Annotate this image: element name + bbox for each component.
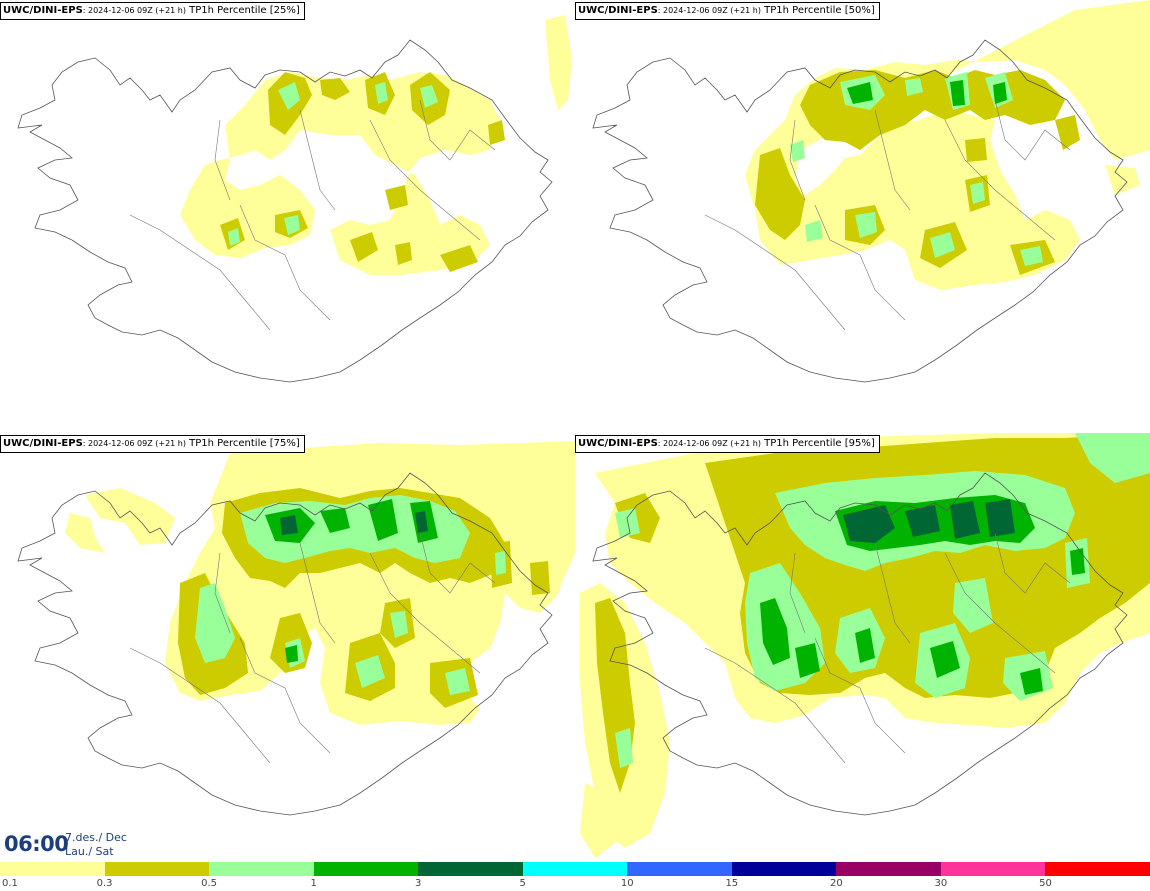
- field-name: TP1h Percentile [95%]: [760, 438, 875, 449]
- colorbar-tick-label: 0.1: [2, 878, 18, 889]
- colorbar-tick-label: 10: [620, 878, 634, 889]
- precip-yellow-area: [180, 15, 572, 275]
- colorbar-segment: [836, 862, 941, 876]
- colorbar-segment: [1045, 862, 1150, 876]
- valid-date: 7.des./ Dec: [65, 831, 127, 844]
- precip-darkgreen-area: [843, 499, 1015, 543]
- map-panel-p75: UWC/DINI-EPS: 2024-12-06 09Z (+21 h) TP1…: [0, 433, 575, 863]
- model-name: UWC/DINI-EPS: [3, 5, 83, 16]
- precip-map: [17, 15, 572, 383]
- valid-time: 06:00: [4, 832, 69, 856]
- colorbar-tick-label: 0.3: [96, 878, 113, 889]
- precip-map: [17, 441, 575, 816]
- panel-title: UWC/DINI-EPS: 2024-12-06 09Z (+21 h) TP1…: [0, 2, 305, 20]
- colorbar-segment: [940, 862, 1046, 876]
- field-name: TP1h Percentile [75%]: [185, 438, 300, 449]
- colorbar-legend: [0, 862, 1150, 876]
- model-name: UWC/DINI-EPS: [578, 5, 658, 16]
- colorbar-segment: [209, 862, 314, 876]
- map-panel-p50: UWC/DINI-EPS: 2024-12-06 09Z (+21 h) TP1…: [575, 0, 1150, 430]
- field-name: TP1h Percentile [25%]: [185, 5, 300, 16]
- valid-weekday: Lau./ Sat: [65, 845, 114, 858]
- colorbar-segment: [104, 862, 210, 876]
- colorbar-tick-label: 50: [1039, 878, 1052, 889]
- colorbar-labels: 0.1 0.3 0.5 1 3 5 10 15 20 30 50: [0, 876, 1150, 891]
- run-info: : 2024-12-06 09Z (+21 h): [82, 439, 186, 448]
- colorbar-tick-label: 30: [934, 878, 948, 889]
- precip-lightgreen-area: [228, 82, 438, 246]
- run-info: : 2024-12-06 09Z (+21 h): [82, 6, 186, 15]
- colorbar-tick-label: 20: [829, 878, 843, 889]
- model-name: UWC/DINI-EPS: [578, 438, 658, 449]
- run-info: : 2024-12-06 09Z (+21 h): [657, 6, 761, 15]
- panel-title: UWC/DINI-EPS: 2024-12-06 09Z (+21 h) TP1…: [0, 435, 305, 453]
- panel-title: UWC/DINI-EPS: 2024-12-06 09Z (+21 h) TP1…: [575, 2, 880, 20]
- colorbar-segment: [522, 862, 628, 876]
- map-panel-p95: UWC/DINI-EPS: 2024-12-06 09Z (+21 h) TP1…: [575, 433, 1150, 863]
- colorbar-tick-label: 15: [725, 878, 739, 889]
- run-info: : 2024-12-06 09Z (+21 h): [657, 439, 761, 448]
- colorbar-segment: [313, 862, 419, 876]
- precip-map: [592, 0, 1150, 383]
- colorbar-tick-label: 3: [414, 878, 422, 889]
- map-panel-p25: UWC/DINI-EPS: 2024-12-06 09Z (+21 h) TP1…: [0, 0, 575, 430]
- precip-darkgreen-area: [280, 511, 428, 535]
- colorbar-segment: [731, 862, 837, 876]
- colorbar-tick-label: 5: [519, 878, 526, 889]
- colorbar-segment: [0, 862, 105, 876]
- colorbar-segment: [627, 862, 732, 876]
- model-name: UWC/DINI-EPS: [3, 438, 83, 449]
- colorbar-tick-label: 1: [310, 878, 317, 889]
- colorbar-tick-label: 0.5: [201, 878, 218, 889]
- precip-green-area: [847, 80, 1007, 106]
- colorbar-segment: [418, 862, 523, 876]
- panel-divider: [0, 430, 1150, 433]
- precip-map: [580, 433, 1150, 858]
- valid-time-box: 06:00 7.des./ Dec Lau./ Sat: [0, 826, 128, 860]
- field-name: TP1h Percentile [50%]: [760, 5, 875, 16]
- panel-title: UWC/DINI-EPS: 2024-12-06 09Z (+21 h) TP1…: [575, 435, 880, 453]
